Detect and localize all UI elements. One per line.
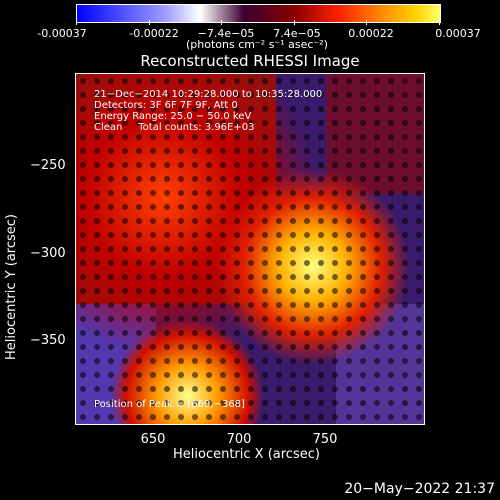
colorbar-tick-label: -0.00037 xyxy=(37,27,87,40)
annotation-clean-counts: Clean Total counts: 3.96E+03 xyxy=(94,122,255,133)
y-axis-label: Heliocentric Y (arcsec) xyxy=(4,214,19,360)
x-tick-label: 650 xyxy=(140,432,166,447)
colorbar-tick xyxy=(294,20,295,25)
colorbar-tick xyxy=(149,20,150,25)
annotation-time-range: 21−Dec−2014 10:29:28.000 to 10:35:28.000 xyxy=(94,89,323,100)
colorbar-tick-label: 0.00037 xyxy=(435,27,481,40)
annotation-energy-range: Energy Range: 25.0 − 50.0 keV xyxy=(94,111,252,122)
annotation-peak-position: Position of Peak = [669,−368] xyxy=(94,399,245,410)
colorbar-tick xyxy=(221,20,222,25)
rhessi-image-map xyxy=(76,74,424,424)
y-tick-label: −350 xyxy=(30,333,66,348)
x-tick-label: 750 xyxy=(312,432,338,447)
colorbar xyxy=(76,4,441,23)
colorbar-tick-label: −7.4e−05 xyxy=(197,27,255,40)
x-tick-label: 700 xyxy=(226,432,252,447)
colorbar-tick-label: 7.4e−05 xyxy=(273,27,321,40)
colorbar-unit-label: (photons cm⁻² s⁻¹ asec⁻²) xyxy=(186,38,328,51)
annotation-detectors: Detectors: 3F 6F 7F 9F, Att 0 xyxy=(94,100,238,111)
rhessi-image: 21−Dec−2014 10:29:28.000 to 10:35:28.000… xyxy=(75,73,425,425)
colorbar-tick-label: -0.00022 xyxy=(129,27,179,40)
y-tick-label: −250 xyxy=(30,158,66,173)
timestamp: 20−May−2022 21:37 xyxy=(344,481,495,497)
colorbar-tick-label: 0.00022 xyxy=(348,27,394,40)
image-title: Reconstructed RHESSI Image xyxy=(140,52,360,70)
x-axis-label: Heliocentric X (arcsec) xyxy=(173,447,320,462)
y-tick-label: −300 xyxy=(30,246,66,261)
colorbar-tick xyxy=(76,20,77,25)
colorbar-tick xyxy=(439,20,440,25)
colorbar-tick xyxy=(366,20,367,25)
